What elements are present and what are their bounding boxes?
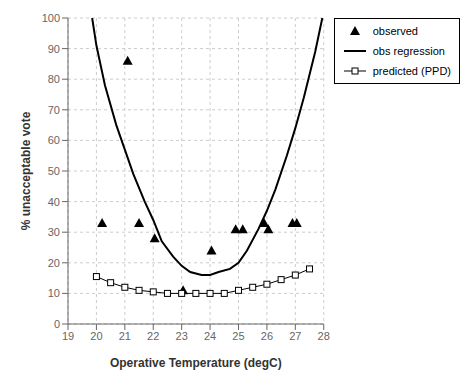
- svg-text:22: 22: [147, 330, 159, 342]
- svg-text:20: 20: [90, 330, 102, 342]
- svg-text:27: 27: [289, 330, 301, 342]
- svg-text:21: 21: [119, 330, 131, 342]
- svg-text:70: 70: [48, 104, 60, 116]
- svg-text:19: 19: [62, 330, 74, 342]
- svg-text:60: 60: [48, 134, 60, 146]
- svg-text:26: 26: [261, 330, 273, 342]
- svg-text:24: 24: [204, 330, 216, 342]
- svg-text:0: 0: [54, 318, 60, 330]
- html-text:observed: observed: [372, 25, 418, 37]
- svg-text:40: 40: [48, 196, 60, 208]
- svg-text:20: 20: [48, 257, 60, 269]
- svg-text:10: 10: [48, 287, 60, 299]
- svg-text:% unacceptable vote: % unacceptable vote: [19, 111, 33, 230]
- svg-text:50: 50: [48, 165, 60, 177]
- html-text:predicted (PPD): predicted (PPD): [372, 65, 451, 77]
- html-text:obs regression: obs regression: [372, 45, 445, 57]
- svg-text:23: 23: [176, 330, 188, 342]
- svg-text:80: 80: [48, 73, 60, 85]
- svg-text:Operative Temperature (degC): Operative Temperature (degC): [110, 356, 282, 370]
- svg-text:25: 25: [232, 330, 244, 342]
- svg-text:28: 28: [318, 330, 330, 342]
- svg-text:100: 100: [42, 12, 60, 24]
- svg-text:30: 30: [48, 226, 60, 238]
- svg-text:90: 90: [48, 43, 60, 55]
